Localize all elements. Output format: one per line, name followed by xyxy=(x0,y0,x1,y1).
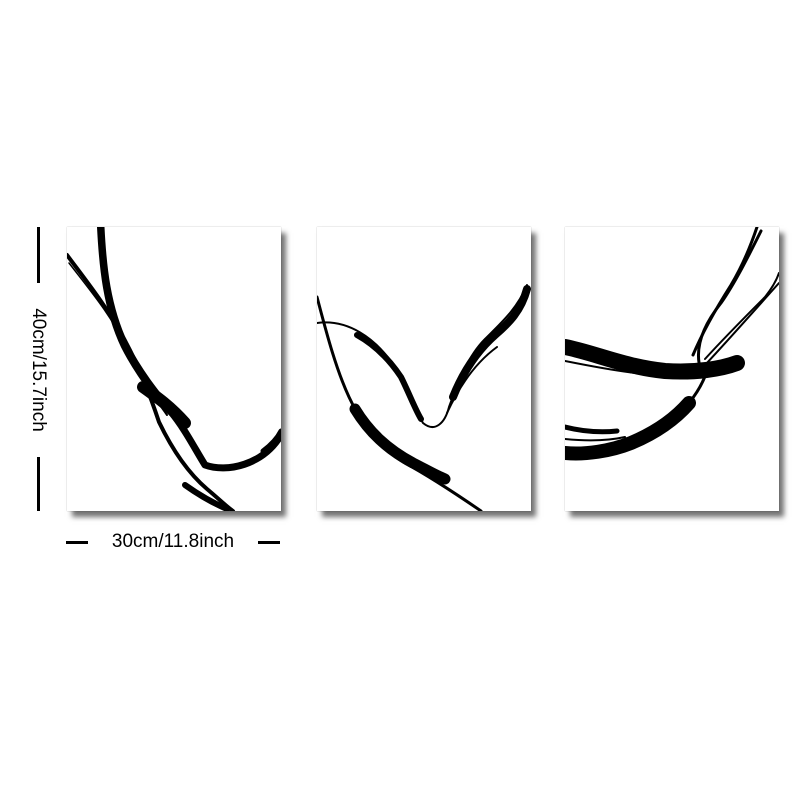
width-dimension-label: 30cm/11.8inch xyxy=(111,531,235,552)
height-dimension-line-bottom xyxy=(37,457,40,511)
ink-line-art-left xyxy=(67,227,281,511)
width-dimension-line-left xyxy=(66,541,88,544)
canvas-panel-right xyxy=(565,227,779,511)
ink-line-art-middle xyxy=(317,284,531,511)
ink-line-art-right xyxy=(565,227,779,461)
width-dimension-line-right xyxy=(258,541,280,544)
canvas-panel-left xyxy=(67,227,281,511)
canvas-panel-middle xyxy=(317,227,531,511)
height-dimension-label: 40cm/15.7inch xyxy=(28,308,49,432)
height-dimension-line-top xyxy=(37,227,40,283)
